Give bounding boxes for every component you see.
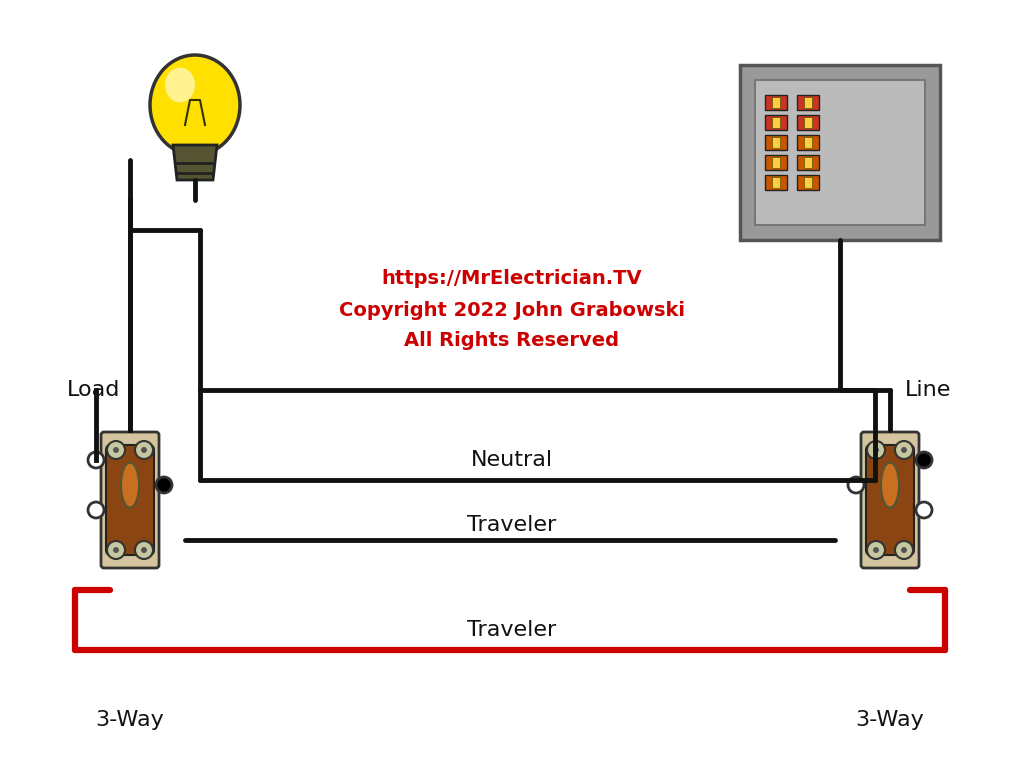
Text: Traveler: Traveler <box>467 620 557 640</box>
Ellipse shape <box>121 462 139 508</box>
Circle shape <box>901 447 907 453</box>
Bar <box>772 117 780 128</box>
Text: Load: Load <box>67 380 120 400</box>
Text: 3-Way: 3-Way <box>95 710 165 730</box>
Circle shape <box>156 477 172 493</box>
Ellipse shape <box>165 68 195 102</box>
Circle shape <box>848 477 864 493</box>
Bar <box>765 95 787 110</box>
Circle shape <box>916 452 932 468</box>
Bar <box>804 177 812 188</box>
Circle shape <box>873 547 879 553</box>
Circle shape <box>106 441 125 459</box>
Circle shape <box>135 541 153 559</box>
Bar <box>772 97 780 108</box>
Bar <box>797 95 819 110</box>
Text: 3-Way: 3-Way <box>856 710 925 730</box>
Circle shape <box>113 447 119 453</box>
Bar <box>772 177 780 188</box>
Bar <box>765 135 787 150</box>
Circle shape <box>901 547 907 553</box>
Circle shape <box>867 541 885 559</box>
Text: https://MrElectrician.TV
Copyright 2022 John Grabowski
All Rights Reserved: https://MrElectrician.TV Copyright 2022 … <box>339 270 685 350</box>
FancyBboxPatch shape <box>866 445 914 555</box>
Bar <box>765 155 787 170</box>
Bar <box>804 137 812 148</box>
Bar <box>765 175 787 190</box>
Circle shape <box>873 447 879 453</box>
Bar <box>804 117 812 128</box>
Circle shape <box>88 452 104 468</box>
FancyBboxPatch shape <box>101 432 159 568</box>
Bar <box>804 97 812 108</box>
Bar <box>804 157 812 168</box>
Bar <box>797 115 819 130</box>
Circle shape <box>916 502 932 518</box>
Text: Traveler: Traveler <box>467 515 557 535</box>
Circle shape <box>106 541 125 559</box>
Circle shape <box>895 441 913 459</box>
Bar <box>772 137 780 148</box>
Circle shape <box>141 447 147 453</box>
Circle shape <box>135 441 153 459</box>
Bar <box>797 155 819 170</box>
Bar <box>740 65 940 240</box>
Circle shape <box>113 547 119 553</box>
Polygon shape <box>173 145 217 180</box>
Bar <box>797 135 819 150</box>
Ellipse shape <box>881 462 899 508</box>
Bar <box>772 157 780 168</box>
Circle shape <box>895 541 913 559</box>
Bar <box>755 80 925 225</box>
Text: Neutral: Neutral <box>471 450 553 470</box>
FancyBboxPatch shape <box>106 445 154 555</box>
Bar <box>765 115 787 130</box>
Bar <box>797 175 819 190</box>
Text: Line: Line <box>905 380 951 400</box>
FancyBboxPatch shape <box>861 432 919 568</box>
Ellipse shape <box>150 55 240 155</box>
Circle shape <box>88 502 104 518</box>
Circle shape <box>867 441 885 459</box>
Circle shape <box>141 547 147 553</box>
